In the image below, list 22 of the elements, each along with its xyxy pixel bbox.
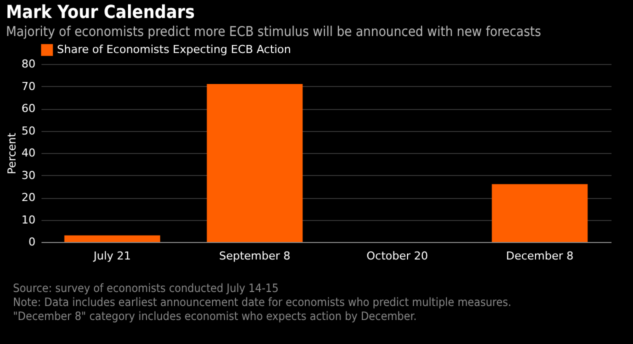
chart-title: Mark Your Calendars (5, 1, 196, 23)
y-axis-title: Percent (6, 132, 19, 174)
bar (492, 184, 588, 242)
bar (64, 235, 160, 242)
bar (206, 84, 303, 242)
text: Note: Data includes earliest announcement date for economists who predict multiple measures. "December 8" category includes economist who expects action by December. (13, 295, 512, 323)
chart-subtitle: Majority of economists predict more ECB stimulus will be announced with new forecasts (5, 23, 542, 42)
x-tick-label: July 21 (92, 250, 131, 262)
x-tick-label: September 8 (219, 250, 290, 262)
y-tick-label: 70 (22, 80, 36, 93)
y-tick-label: 0 (28, 236, 36, 248)
x-tick-label: October 20 (366, 250, 428, 262)
y-tick-label: 40 (22, 146, 36, 160)
y-tick-label: 20 (22, 191, 36, 204)
y-tick-label: 80 (22, 58, 36, 70)
y-tick-label: 50 (22, 124, 36, 138)
legend-label: Share of Economists Expecting ECB Action (57, 43, 292, 56)
y-tick-label: 10 (22, 213, 36, 226)
x-tick-label: December 8 (506, 250, 574, 262)
source-note: Source: survey of economists conducted July 14-15 (13, 281, 280, 295)
y-tick-label: 30 (22, 168, 36, 182)
y-tick-label: 60 (22, 102, 36, 115)
